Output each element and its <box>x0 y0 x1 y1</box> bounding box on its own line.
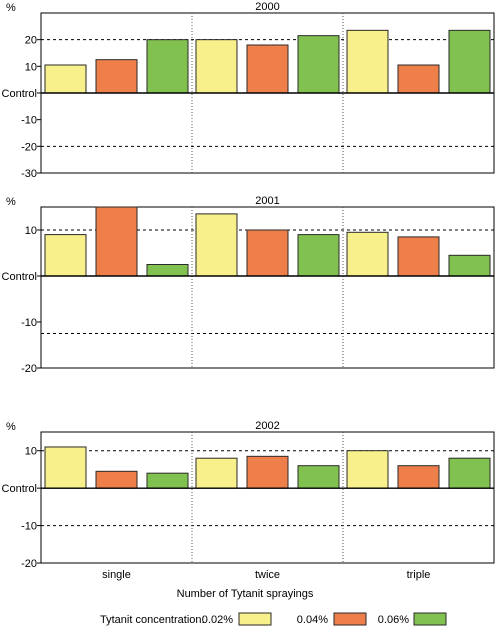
plot-frame <box>40 206 495 369</box>
legend-title: Tytanit concentration: <box>100 614 205 626</box>
legend-label-0.04: 0.04% <box>297 614 328 626</box>
y-tick-label: 10 <box>25 225 37 237</box>
bar-2001-single-0.04% <box>95 206 138 277</box>
x-tick-label: twice <box>255 569 280 581</box>
bar-2000-single-0.06% <box>146 39 189 94</box>
y-tick-label: -20 <box>21 141 37 153</box>
bar-2002-single-0.02% <box>44 446 87 489</box>
bar-2001-twice-0.06% <box>297 234 340 277</box>
bar-2002-triple-0.02% <box>346 450 389 489</box>
y-tick-label: -20 <box>21 558 37 570</box>
legend: Tytanit concentration: 0.02% 0.04% 0.06% <box>100 612 447 626</box>
chart-panel-2001: 10 Control -10 -20% 2001 <box>2 195 495 375</box>
bar-2000-twice-0.06% <box>297 35 340 94</box>
bar-2002-triple-0.06% <box>448 457 491 489</box>
bar-2002-single-0.06% <box>146 472 189 489</box>
panel-title: 2001 <box>255 195 279 207</box>
y-tick-label: -10 <box>21 317 37 329</box>
bar-2000-single-0.02% <box>44 64 87 94</box>
bar-2002-twice-0.04% <box>246 455 289 489</box>
chart-panel-2000: 20 10 Control -10 -20 -30% 2000 <box>2 1 495 180</box>
y-tick-label: -20 <box>21 363 37 375</box>
panel-title: 2000 <box>255 1 279 13</box>
y-tick-label: 10 <box>25 446 37 458</box>
shared-x-axis-label: Number of Tytanit sprayings <box>177 588 314 600</box>
bar-2000-twice-0.02% <box>195 39 238 94</box>
legend-swatch-0.06 <box>413 612 447 626</box>
y-tick-label: 20 <box>25 35 37 47</box>
y-tick-label: -10 <box>21 115 37 127</box>
plot-frame <box>40 431 495 564</box>
bar-2001-triple-0.02% <box>346 231 389 277</box>
legend-label-0.06: 0.06% <box>378 614 409 626</box>
y-axis-unit: % <box>6 196 16 208</box>
bar-2001-twice-0.04% <box>246 229 289 277</box>
y-tick-label: Control <box>2 483 37 495</box>
x-tick-label: triple <box>407 569 431 581</box>
y-axis-unit: % <box>6 2 16 14</box>
bar-2001-single-0.02% <box>44 234 87 277</box>
y-tick-label: Control <box>2 271 37 283</box>
panel-title: 2002 <box>255 420 279 432</box>
bar-2002-triple-0.04% <box>397 465 440 489</box>
y-axis-unit: % <box>6 421 16 433</box>
legend-swatch-0.04 <box>333 612 367 626</box>
bar-2000-twice-0.04% <box>246 44 289 94</box>
bar-2002-single-0.04% <box>95 470 138 489</box>
bar-2000-triple-0.04% <box>397 64 440 94</box>
bar-2000-triple-0.06% <box>448 29 491 94</box>
bar-2000-single-0.04% <box>95 59 138 94</box>
legend-label-0.02: 0.02% <box>202 614 233 626</box>
chart-panel-2002: 10 Control -10 -20% 2002 single twice triple <box>2 420 495 581</box>
bar-2002-twice-0.06% <box>297 465 340 489</box>
bar-2001-single-0.06% <box>146 264 189 277</box>
y-tick-label: 10 <box>25 61 37 73</box>
bar-2000-triple-0.02% <box>346 29 389 94</box>
bar-2001-triple-0.04% <box>397 236 440 277</box>
y-tick-label: -10 <box>21 521 37 533</box>
bar-2002-twice-0.02% <box>195 457 238 489</box>
bar-2001-twice-0.02% <box>195 213 238 277</box>
y-tick-label: Control <box>2 88 37 100</box>
y-tick-label: -30 <box>21 168 37 180</box>
x-tick-label: single <box>102 569 131 581</box>
bar-2001-triple-0.06% <box>448 254 491 277</box>
legend-swatch-0.02 <box>238 612 272 626</box>
